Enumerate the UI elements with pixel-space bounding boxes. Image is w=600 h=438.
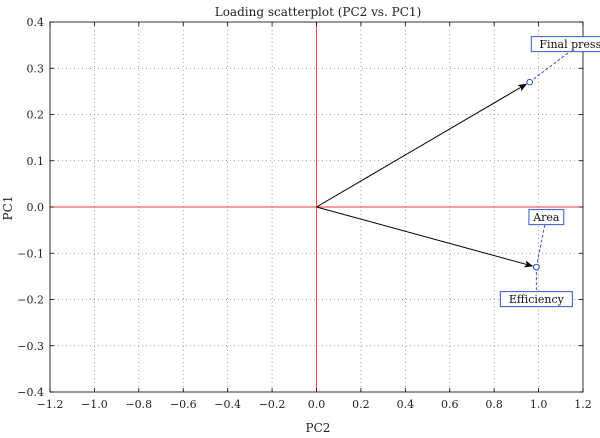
annotation-box [528,209,565,226]
x-tick-label: 1.2 [574,398,592,411]
chart-title: Loading scatterplot (PC2 vs. PC1) [215,5,422,19]
y-tick-label: −0.4 [17,386,44,399]
annotation-box [499,291,573,308]
x-tick-label: −1.2 [37,398,64,411]
y-tick-label: 0.1 [27,155,45,168]
y-axis-label: PC1 [1,196,15,221]
y-tick-label: 0.0 [27,201,45,214]
x-tick-label: −1.0 [81,398,108,411]
axis-ticks [49,21,584,393]
loading-arrow [316,83,528,208]
y-tick-label: 0.2 [27,109,45,122]
x-tick-labels: −1.2 −1.0 −0.8 −0.6 −0.4 −0.2 0.0 0.2 0.4 0.6 0.8 1… [37,398,592,411]
x-tick-label: 0.0 [308,398,326,411]
x-tick-label: 1.0 [530,398,548,411]
x-tick-label: 0.8 [485,398,503,411]
loading-vectors [316,83,534,268]
point-annotations: Final pressure Area Efficiency [499,36,600,308]
x-tick-label: −0.8 [125,398,152,411]
data-point [533,263,540,271]
x-tick-label: 0.4 [397,398,415,411]
y-tick-labels: −0.4 −0.3 −0.2 −0.1 0.0 0.1 0.2 0.3 0.4 [17,16,44,399]
y-tick-label: 0.3 [27,62,45,75]
data-point [526,78,534,86]
annotation-leader [535,217,547,268]
x-tick-label: 0.2 [352,398,370,411]
loading-arrow [316,206,534,268]
x-tick-label: −0.6 [170,398,197,411]
y-tick-label: −0.3 [17,340,44,353]
x-tick-label: 0.6 [441,398,459,411]
annotation-box [530,36,600,53]
x-axis-label: PC2 [306,421,331,435]
point-label: Efficiency [509,293,565,306]
point-label: Area [532,211,560,224]
x-tick-label: −0.4 [214,398,241,411]
x-tick-label: −0.2 [259,398,286,411]
y-tick-label: −0.2 [17,294,44,307]
point-label: Final pressure [539,38,600,51]
y-tick-label: 0.4 [27,16,45,29]
y-tick-label: −0.1 [17,247,44,260]
